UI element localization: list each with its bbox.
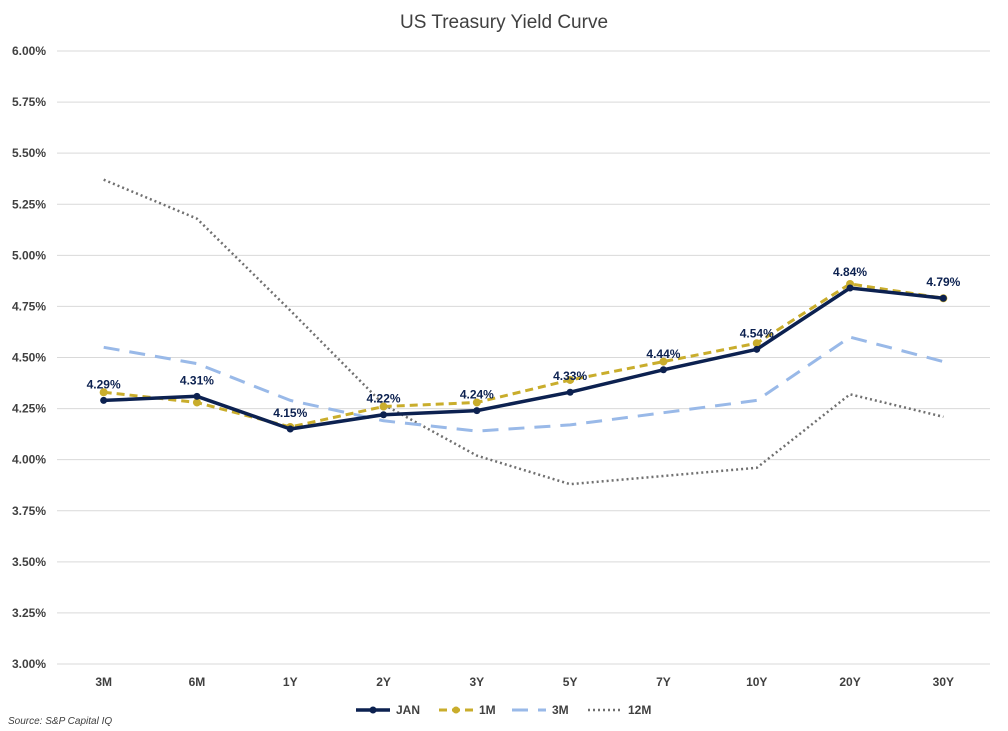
x-axis-ticks: 3M 6M 1Y 2Y 3Y 5Y 7Y 10Y 20Y 30Y [95,675,954,689]
y-tick-label: 3.25% [12,606,46,620]
y-tick-label: 5.25% [12,197,46,211]
x-tick-label: 1Y [283,675,298,689]
gridlines [57,50,990,665]
data-point-1m [99,388,108,397]
data-label: 4.84% [833,265,867,279]
y-tick-label: 3.50% [12,555,46,569]
series-line-jan [103,286,944,431]
data-point-1m [566,375,575,384]
data-point-jan [473,407,481,415]
y-tick-label: 5.50% [12,146,46,160]
data-point-jan [380,411,388,419]
x-tick-label: 3Y [470,675,485,689]
data-point-jan [939,294,947,302]
data-label: 4.54% [740,326,774,340]
data-point-1m [379,402,388,411]
x-tick-label: 3M [95,675,112,689]
data-point-1m [659,357,668,366]
data-label: 4.44% [646,347,680,361]
chart-title: US Treasury Yield Curve [400,12,608,33]
y-axis-ticks: 3.00% 3.25% 3.50% 3.75% 4.00% 4.25% 4.50% 4.75%… [12,44,46,671]
data-label: 4.22% [367,392,401,406]
data-label: 4.31% [180,373,214,387]
legend-label-1m: 1M [479,703,496,717]
data-labels: 4.29% 4.31% 4.15% 4.22% 4.24% 4.33% 4.44% 4.54%… [87,265,961,420]
x-tick-label: 2Y [376,675,391,689]
x-tick-label: 30Y [933,675,954,689]
data-point-jan [100,396,108,404]
y-tick-label: 5.75% [12,95,46,109]
series-line-1m [103,282,944,429]
y-tick-label: 3.00% [12,657,46,671]
legend-marker [369,706,377,714]
data-point-jan [753,345,761,353]
y-tick-label: 4.00% [12,453,46,467]
data-label: 4.15% [273,406,307,420]
x-tick-label: 6M [189,675,206,689]
y-tick-label: 4.50% [12,351,46,365]
data-point-jan [286,425,294,433]
legend-label-jan: JAN [396,703,420,717]
y-tick-label: 4.75% [12,299,46,313]
x-tick-label: 5Y [563,675,578,689]
x-tick-label: 20Y [839,675,860,689]
source-note: Source: S&P Capital IQ [8,716,113,727]
series-lines [99,178,948,486]
y-tick-label: 3.75% [12,504,46,518]
x-tick-label: 10Y [746,675,767,689]
data-point-1m [752,339,761,348]
y-tick-label: 5.00% [12,248,46,262]
series-line-12m [103,178,944,486]
data-point-jan [566,388,574,396]
x-tick-label: 7Y [656,675,671,689]
data-point-1m [472,398,481,407]
data-point-1m [192,398,201,407]
data-label: 4.24% [460,388,494,402]
data-point-jan [846,284,854,292]
legend-label-12m: 12M [628,703,651,717]
legend: JAN 1M 3M 12M [356,703,651,717]
data-point-jan [659,366,667,374]
data-label: 4.33% [553,369,587,383]
legend-marker [452,706,460,714]
legend-label-3m: 3M [552,703,569,717]
data-label: 4.79% [926,275,960,289]
data-label: 4.29% [87,377,121,391]
y-tick-label: 6.00% [12,44,46,58]
y-tick-label: 4.25% [12,402,46,416]
data-point-jan [193,392,201,400]
series-line-3m [103,335,944,433]
